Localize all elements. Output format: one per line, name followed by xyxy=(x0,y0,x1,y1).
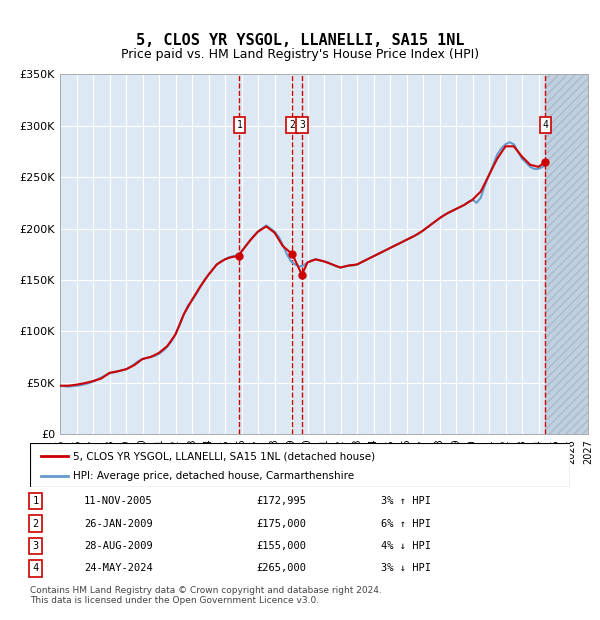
Text: 6% ↑ HPI: 6% ↑ HPI xyxy=(381,518,431,528)
Text: 28-AUG-2009: 28-AUG-2009 xyxy=(84,541,153,551)
Text: £155,000: £155,000 xyxy=(257,541,307,551)
Text: 3: 3 xyxy=(32,541,38,551)
Text: 4: 4 xyxy=(542,120,548,130)
Text: 1: 1 xyxy=(236,120,242,130)
Text: 26-JAN-2009: 26-JAN-2009 xyxy=(84,518,153,528)
Text: 3% ↑ HPI: 3% ↑ HPI xyxy=(381,496,431,506)
Text: £172,995: £172,995 xyxy=(257,496,307,506)
Text: HPI: Average price, detached house, Carmarthenshire: HPI: Average price, detached house, Carm… xyxy=(73,471,355,481)
Bar xyxy=(545,74,588,434)
Text: 3: 3 xyxy=(299,120,305,130)
Text: 1: 1 xyxy=(32,496,38,506)
Text: Price paid vs. HM Land Registry's House Price Index (HPI): Price paid vs. HM Land Registry's House … xyxy=(121,48,479,61)
Text: £265,000: £265,000 xyxy=(257,564,307,574)
Text: 24-MAY-2024: 24-MAY-2024 xyxy=(84,564,153,574)
Text: 2: 2 xyxy=(289,120,295,130)
Text: 11-NOV-2005: 11-NOV-2005 xyxy=(84,496,153,506)
Text: 3% ↓ HPI: 3% ↓ HPI xyxy=(381,564,431,574)
Text: 5, CLOS YR YSGOL, LLANELLI, SA15 1NL (detached house): 5, CLOS YR YSGOL, LLANELLI, SA15 1NL (de… xyxy=(73,451,376,461)
Text: 2: 2 xyxy=(32,518,38,528)
Text: 4: 4 xyxy=(32,564,38,574)
Text: Contains HM Land Registry data © Crown copyright and database right 2024.
This d: Contains HM Land Registry data © Crown c… xyxy=(30,586,382,605)
Text: 5, CLOS YR YSGOL, LLANELLI, SA15 1NL: 5, CLOS YR YSGOL, LLANELLI, SA15 1NL xyxy=(136,33,464,48)
Text: 4% ↓ HPI: 4% ↓ HPI xyxy=(381,541,431,551)
Text: £175,000: £175,000 xyxy=(257,518,307,528)
